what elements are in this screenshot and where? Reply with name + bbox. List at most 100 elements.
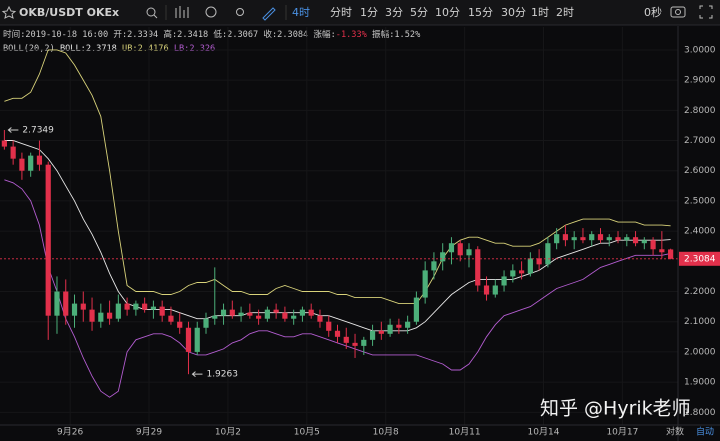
- boll-line: [4, 140, 671, 332]
- ub-value: 2.4176: [138, 44, 169, 54]
- candle-body: [571, 237, 577, 241]
- x-tick-label: 10月5: [294, 427, 320, 438]
- candle-body: [203, 318, 209, 328]
- info-change-label: 涨幅:: [313, 28, 335, 40]
- fullscreen-icon[interactable]: [699, 5, 713, 19]
- annotation-arrow: [7, 127, 19, 133]
- candle-body: [54, 291, 60, 316]
- candle-body: [641, 240, 647, 244]
- x-tick-label: 10月17: [606, 427, 638, 438]
- info-row: 时间:2019-10-18 16:00 开:2.3394 高:2.3418 低:…: [3, 28, 421, 40]
- info-high-label: 高:: [163, 28, 177, 40]
- candle-body: [440, 252, 446, 262]
- candle-body: [457, 243, 463, 256]
- y-tick-label: 1.8000: [684, 408, 716, 418]
- interval-tab[interactable]: 2时: [556, 6, 574, 19]
- boll-label: BOLL:2.3718: [60, 44, 117, 54]
- candle-body: [334, 330, 341, 337]
- info-high: 2.3418: [177, 30, 208, 40]
- candle-body: [212, 315, 218, 319]
- candle-body: [606, 237, 612, 241]
- interval-tab[interactable]: 3分: [385, 6, 403, 19]
- symbol[interactable]: OKB/USDT OKEx: [19, 6, 119, 19]
- candle-body: [282, 312, 288, 319]
- candle-body: [536, 258, 542, 265]
- ub-label: UB:2.4176: [122, 44, 169, 54]
- star-icon[interactable]: [1, 5, 17, 19]
- candle-body: [10, 146, 16, 159]
- candle-body: [580, 237, 586, 241]
- candle-body: [413, 297, 419, 322]
- info-low-label: 低:: [213, 28, 227, 40]
- candle-body: [177, 321, 183, 328]
- search-icon[interactable]: [146, 7, 156, 17]
- interval-tab[interactable]: 分时: [330, 6, 352, 19]
- candle-body: [545, 243, 551, 265]
- candle-body: [562, 234, 569, 241]
- candle-body: [668, 249, 674, 259]
- candle-body: [448, 243, 455, 253]
- info-close-label: 收:: [263, 28, 277, 40]
- theme-icon[interactable]: [236, 8, 244, 16]
- candle-body: [589, 234, 595, 241]
- y-tick-label: 2.4000: [684, 227, 716, 237]
- last-price-box: [679, 251, 720, 266]
- candle-body: [194, 327, 200, 352]
- candle-body: [369, 330, 376, 340]
- lb-label: LB:2.326: [174, 44, 215, 54]
- info-open-label: 开:: [113, 29, 127, 40]
- x-tick-label: 10月11: [449, 427, 481, 438]
- y-tick-label: 2.0000: [684, 347, 716, 357]
- candle-body: [80, 303, 86, 310]
- interval-tab[interactable]: 4时: [292, 6, 310, 19]
- candle-body: [378, 330, 384, 334]
- settings-icon[interactable]: [205, 6, 217, 18]
- info-change: -1.33%: [336, 30, 368, 40]
- scale-auto[interactable]: 自动: [696, 426, 714, 438]
- y-tick-label: 2.7000: [684, 136, 716, 146]
- candle-body: [352, 342, 358, 346]
- interval-tab[interactable]: 10分: [435, 6, 460, 19]
- boll-line: [4, 49, 671, 305]
- x-tick-label: 9月29: [136, 427, 162, 438]
- y-tick-label: 2.6000: [684, 166, 716, 176]
- candle-body: [63, 291, 69, 316]
- interval-tab[interactable]: 5分: [410, 6, 428, 19]
- toolbar: OKB/USDT OKEx 4时 分时 1分 3分 5分 10分 15分 30分 1时 2时 0秒: [0, 0, 720, 26]
- candle-body: [317, 315, 323, 322]
- candle-body: [501, 276, 507, 286]
- x-tick-label: 10月14: [528, 427, 560, 438]
- chart-type-icon[interactable]: [175, 6, 189, 18]
- lb-value: 2.326: [189, 44, 215, 54]
- scale-log[interactable]: 对数: [666, 426, 684, 438]
- candle-body: [431, 261, 437, 271]
- candle-body: [343, 336, 349, 343]
- interval-tab[interactable]: 30分: [501, 6, 526, 19]
- candle-body: [632, 237, 639, 244]
- y-tick-label: 2.5000: [684, 196, 716, 206]
- info-open: 2.3394: [127, 30, 158, 40]
- candle-body: [220, 309, 227, 316]
- interval-tab[interactable]: 15分: [468, 6, 493, 19]
- candle-body: [299, 309, 306, 316]
- info-close: 2.3084: [277, 30, 308, 40]
- candle-body: [247, 312, 253, 316]
- snapshot-lens: [675, 9, 681, 15]
- ub-name: UB:: [122, 44, 138, 54]
- interval-tab[interactable]: 1时: [531, 6, 549, 19]
- candle-body: [238, 312, 244, 316]
- interval-tab[interactable]: 1分: [360, 6, 378, 19]
- snapshot-icon[interactable]: [670, 6, 686, 18]
- annotation-label: 2.7349: [22, 126, 54, 136]
- candle-body: [387, 324, 393, 334]
- candle-body: [308, 309, 314, 316]
- x-tick-label: 9月26: [57, 427, 83, 438]
- draw-icon[interactable]: [262, 7, 276, 21]
- y-tick-label: 2.1000: [684, 317, 716, 327]
- annotation-arrow: [191, 371, 203, 378]
- boll-line: [4, 179, 671, 398]
- candle-body: [326, 321, 332, 331]
